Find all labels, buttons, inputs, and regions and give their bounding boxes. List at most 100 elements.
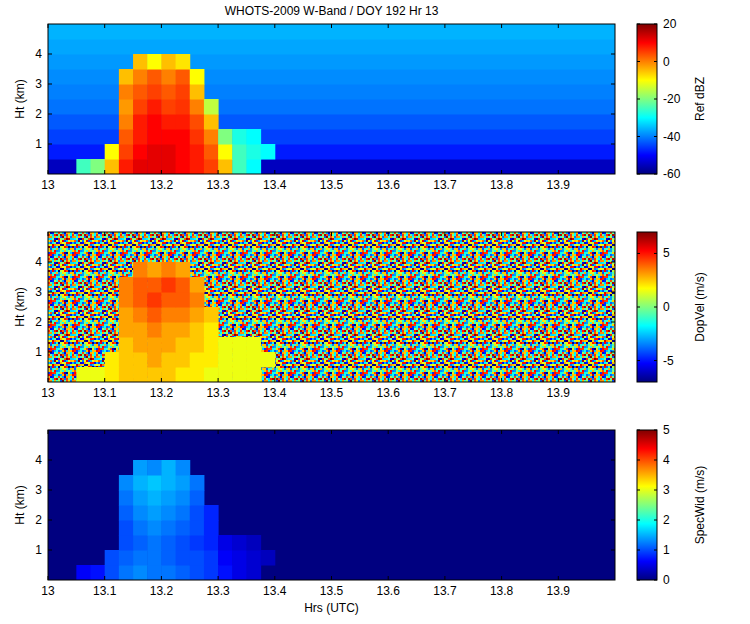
heatmap-cell [232, 144, 247, 160]
heatmap-cell [176, 114, 191, 130]
heatmap-cell [147, 352, 162, 368]
colorbar-tick [637, 550, 640, 551]
x-tick [388, 378, 389, 382]
heatmap-cell [147, 367, 162, 382]
heatmap-cell [133, 159, 148, 174]
heatmap-cell [190, 99, 205, 115]
heatmap-cell [161, 99, 176, 115]
x-tick-label: 13.8 [490, 178, 514, 192]
heatmap-cell [218, 159, 233, 174]
heatmap-cell [161, 307, 176, 323]
x-tick [274, 576, 275, 580]
x-tick [388, 170, 389, 174]
heatmap-cell [147, 550, 162, 566]
y-tick-label: 4 [35, 47, 42, 61]
x-tick-label: 13.9 [547, 178, 571, 192]
heatmap-cell [119, 84, 134, 100]
heatmap-cell [176, 99, 191, 115]
heatmap-cell [91, 159, 106, 174]
y-tick [48, 322, 52, 323]
y-tick [48, 144, 52, 145]
colorbar-tick [637, 490, 640, 491]
heatmap-cell [119, 535, 134, 551]
colorbar-title: Ref dBZ [693, 77, 707, 121]
heatmap-cell [147, 460, 162, 476]
heatmap-cell [147, 505, 162, 521]
colorbar-tick-label: 5 [663, 423, 670, 437]
heatmap-cell [133, 84, 148, 100]
heatmap-cell [76, 367, 91, 382]
x-tick [161, 576, 162, 580]
heatmap-cell [161, 292, 176, 308]
heatmap-cell [246, 159, 261, 174]
background-band [48, 460, 615, 476]
heatmap-cell [204, 144, 219, 160]
colorbar-title: SpecWid (m/s) [693, 466, 707, 545]
colorbar-tick [654, 99, 657, 100]
x-tick [331, 430, 332, 434]
plot-frame [48, 232, 615, 382]
x-tick [558, 576, 559, 580]
heatmap-cell [147, 322, 162, 338]
x-tick-label: 13.9 [547, 584, 571, 598]
background-band [48, 69, 615, 85]
heatmap-cell [161, 54, 176, 70]
x-tick-label: 13.5 [320, 178, 344, 192]
heatmap-cell [119, 367, 134, 382]
heatmap-cell [147, 490, 162, 506]
x-tick [388, 232, 389, 236]
heatmap-cell [133, 144, 148, 160]
x-tick [331, 232, 332, 236]
x-tick [558, 430, 559, 434]
x-tick-label: 13.9 [547, 386, 571, 400]
x-tick [444, 430, 445, 434]
heatmap-cell [261, 550, 276, 566]
heatmap-cell [190, 550, 205, 566]
y-tick-label: 1 [35, 543, 42, 557]
x-tick [218, 24, 219, 28]
x-tick [558, 232, 559, 236]
x-tick [388, 576, 389, 580]
colorbar-tick [637, 99, 640, 100]
y-tick [48, 490, 52, 491]
x-tick [104, 378, 105, 382]
heatmap-cell [119, 505, 134, 521]
background-band [48, 535, 615, 551]
x-tick [104, 24, 105, 28]
heatmap-cell [176, 550, 191, 566]
x-tick-label: 13 [41, 584, 55, 598]
heatmap-cell [232, 352, 247, 368]
heatmap-cell [147, 54, 162, 70]
heatmap-cell [204, 322, 219, 338]
heatmap-cell [190, 129, 205, 145]
heatmap-cell [76, 159, 91, 174]
x-tick [444, 378, 445, 382]
heatmap-cell [161, 277, 176, 293]
heatmap-cell [76, 565, 91, 580]
heatmap-cell [147, 99, 162, 115]
heatmap-cell [176, 352, 191, 368]
heatmap-cell [190, 114, 205, 130]
y-tick [611, 144, 615, 145]
colorbar-tick [654, 24, 657, 25]
heatmap-cell [190, 475, 205, 491]
heatmap-cell [119, 114, 134, 130]
x-tick [444, 232, 445, 236]
heatmap-cell [190, 367, 205, 382]
heatmap-cell [133, 114, 148, 130]
x-tick-label: 13 [41, 386, 55, 400]
background-band [48, 520, 615, 536]
y-tick [611, 322, 615, 323]
heatmap-cell [246, 535, 261, 551]
colorbar-title: DopVel (m/s) [693, 272, 707, 341]
x-tick [104, 232, 105, 236]
x-tick [161, 232, 162, 236]
x-tick [501, 24, 502, 28]
heatmap-cell [218, 144, 233, 160]
plot-frame [48, 430, 615, 580]
colorbar [637, 232, 657, 382]
heatmap-cell [176, 307, 191, 323]
heatmap-cell [147, 159, 162, 174]
colorbar-tick [637, 460, 640, 461]
y-tick [611, 490, 615, 491]
